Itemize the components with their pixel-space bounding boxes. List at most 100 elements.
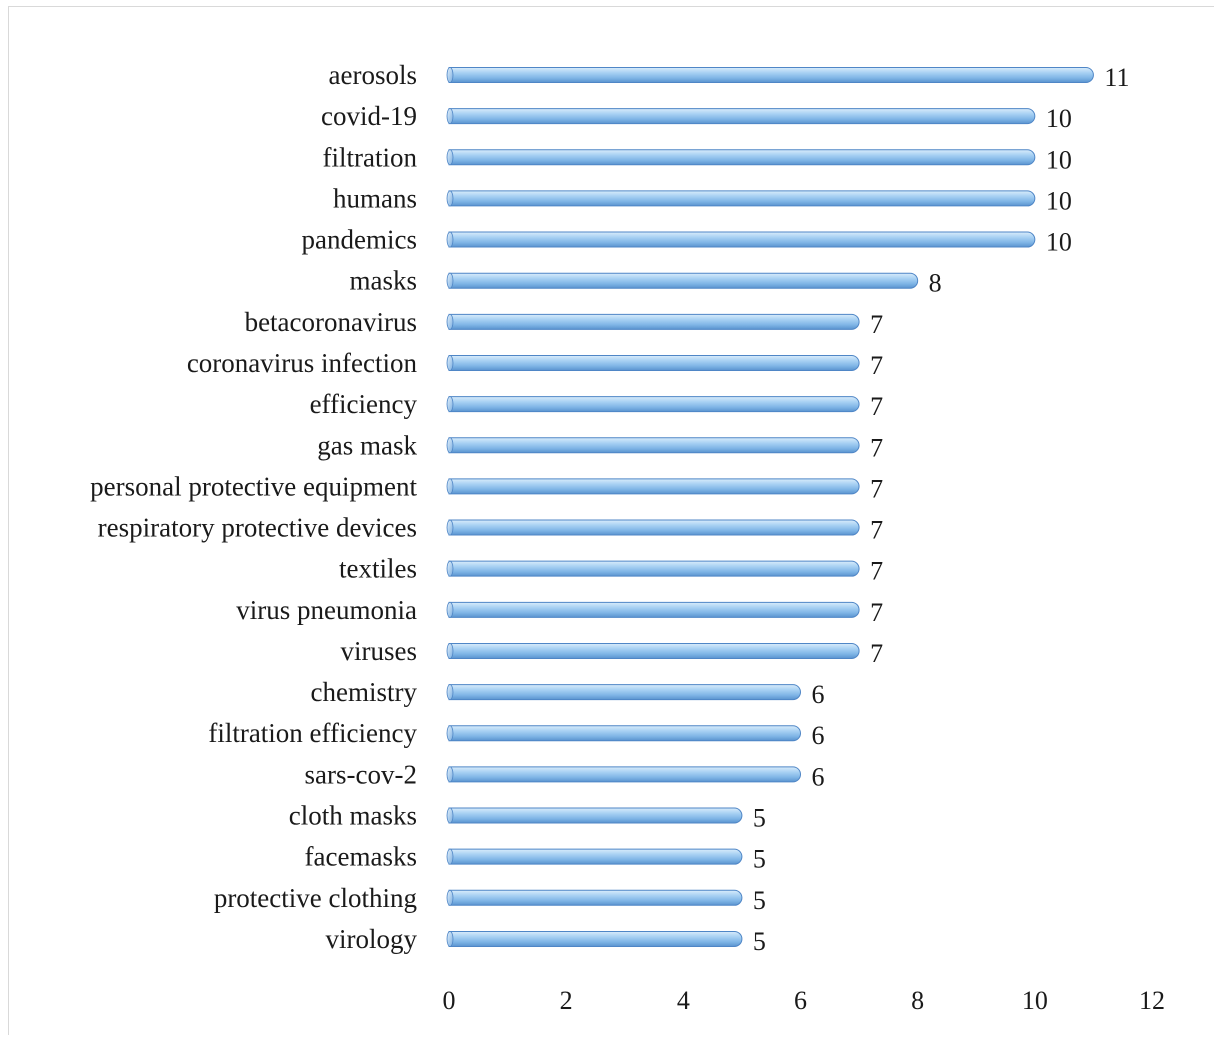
bar-start-cap [446, 231, 454, 248]
x-tick-label: 8 [911, 986, 924, 1015]
category-label: sars-cov-2 [305, 759, 417, 789]
bar-start-cap [446, 684, 454, 700]
bar-start-cap [446, 67, 454, 83]
bar-efficiency [448, 396, 860, 413]
value-label: 7 [870, 392, 883, 421]
category-label: viruses [341, 636, 418, 666]
value-label: 10 [1046, 104, 1072, 133]
value-label: 5 [753, 886, 766, 915]
bar-humans [448, 190, 1036, 207]
bar-start-cap [446, 149, 454, 166]
bar-start-cap [446, 190, 454, 207]
category-label: respiratory protective devices [98, 513, 417, 543]
bar-covid-19 [448, 108, 1036, 125]
bar-start-cap [446, 601, 454, 618]
bar-start-cap [446, 807, 454, 824]
value-label: 6 [812, 680, 825, 709]
bar-textiles [448, 560, 860, 577]
x-axis-ticks: 0 2 4 6 8 10 12 [443, 986, 1166, 1015]
category-label: virus pneumonia [236, 595, 417, 625]
bar-chemistry [448, 684, 801, 701]
category-label: humans [333, 183, 417, 213]
x-tick-label: 2 [560, 986, 573, 1015]
category-label: chemistry [311, 677, 418, 707]
bar-coronavirus-infection [448, 354, 860, 371]
bar-personal-protective-equipment [448, 478, 860, 495]
bar-start-cap [446, 272, 454, 289]
category-label: covid-19 [321, 101, 417, 131]
bar-facemasks [448, 848, 743, 865]
category-label: coronavirus infection [187, 348, 418, 378]
category-label: efficiency [310, 389, 418, 419]
bar-start-cap [446, 108, 454, 125]
value-label: 7 [870, 557, 883, 586]
bar-start-cap [446, 725, 454, 742]
bar-start-cap [446, 437, 454, 454]
value-label: 10 [1046, 186, 1072, 215]
category-label: aerosols [329, 60, 417, 90]
category-label: virology [326, 924, 418, 954]
bar-gas-mask [448, 437, 860, 454]
bar-masks [448, 272, 919, 289]
bar-start-cap [446, 560, 454, 577]
bar-filtration [448, 149, 1036, 166]
category-label: betacoronavirus [245, 307, 417, 337]
value-label: 5 [753, 845, 766, 874]
bar-virology [448, 930, 743, 947]
category-label: textiles [339, 554, 417, 584]
bar-pandemics [448, 231, 1036, 248]
x-tick-label: 0 [443, 986, 456, 1015]
x-tick-label: 6 [794, 986, 807, 1015]
bar-start-cap [446, 396, 454, 413]
value-label: 5 [753, 804, 766, 833]
bar-start-cap [446, 766, 454, 783]
bar-cloth-masks [448, 807, 743, 824]
value-label: 5 [753, 927, 766, 956]
value-label: 10 [1046, 145, 1072, 174]
category-label: filtration efficiency [208, 718, 417, 748]
category-label: pandemics [302, 225, 417, 255]
bar-respiratory-protective-devices [448, 519, 860, 536]
x-tick-label: 4 [677, 986, 690, 1015]
value-label: 11 [1104, 63, 1129, 92]
bar-start-cap [446, 889, 454, 906]
value-label: 7 [870, 474, 883, 503]
category-label: gas mask [317, 430, 417, 460]
value-label: 7 [870, 598, 883, 627]
bar-start-cap [446, 643, 454, 659]
bar-sars-cov-2 [448, 766, 801, 783]
value-label: 7 [870, 516, 883, 545]
bar-start-cap [446, 848, 454, 865]
category-labels: aerosols covid-19 filtration humans pandemic… [90, 60, 417, 954]
value-label: 7 [870, 433, 883, 462]
category-label: personal protective equipment [90, 471, 417, 501]
bar-filtration-efficiency [448, 725, 801, 742]
category-label: filtration [323, 142, 418, 172]
bar-virus-pneumonia [448, 601, 860, 618]
bar-start-cap [446, 519, 454, 536]
category-label: facemasks [305, 842, 417, 872]
value-labels: 11 10 10 10 10 8 7 7 7 7 7 7 7 7 7 6 6 6 5 5 5 5 [753, 63, 1130, 956]
chart-frame [8, 6, 1214, 1035]
value-label: 8 [929, 269, 942, 298]
bar-protective-clothing [448, 889, 743, 906]
x-tick-label: 12 [1139, 986, 1165, 1015]
bar-aerosols [448, 67, 1094, 83]
bars-group [446, 67, 1094, 947]
bar-start-cap [446, 313, 454, 330]
bar-start-cap [446, 931, 454, 947]
value-label: 10 [1046, 228, 1072, 257]
bar-start-cap [446, 478, 454, 495]
category-label: cloth masks [289, 801, 417, 831]
value-label: 7 [870, 310, 883, 339]
value-label: 6 [812, 762, 825, 791]
bar-betacoronavirus [448, 313, 860, 330]
bar-start-cap [446, 355, 454, 371]
bar-viruses [448, 642, 860, 659]
category-label: masks [350, 266, 418, 296]
category-label: protective clothing [214, 883, 417, 913]
value-label: 7 [870, 351, 883, 380]
value-label: 6 [812, 721, 825, 750]
value-label: 7 [870, 639, 883, 668]
